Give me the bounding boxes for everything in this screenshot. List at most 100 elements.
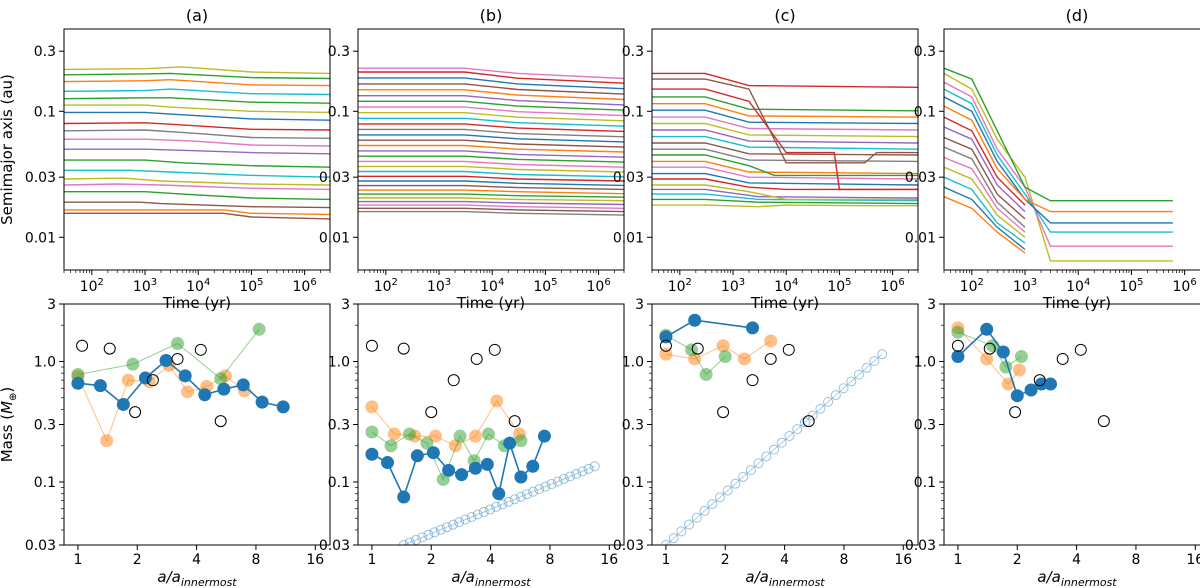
series-line xyxy=(64,129,330,139)
x-tick-label: 105 xyxy=(239,277,263,295)
series-point xyxy=(170,337,184,351)
series-point xyxy=(737,352,751,366)
series-line xyxy=(652,188,918,199)
series-line xyxy=(665,334,726,376)
reference-point xyxy=(691,512,702,523)
axes-frame xyxy=(651,303,919,546)
reference-point xyxy=(861,362,872,373)
series-line xyxy=(64,201,330,209)
series-line xyxy=(358,139,624,148)
series-point xyxy=(365,425,379,439)
y-tick-label: 0.03 xyxy=(25,170,56,186)
y-tick-label: 3 xyxy=(635,297,644,313)
reference-line xyxy=(665,353,883,545)
series-line xyxy=(358,189,624,195)
y-axis-label: Mass (M⊕) xyxy=(0,387,19,463)
reference-point xyxy=(745,465,756,476)
panel-title: (d) xyxy=(1066,6,1089,25)
series-line xyxy=(652,102,918,118)
series-line xyxy=(358,94,624,106)
series-line xyxy=(64,138,330,147)
series-line xyxy=(358,67,624,80)
series-line xyxy=(652,96,918,112)
x-tick-label: 103 xyxy=(133,277,157,295)
series-point xyxy=(468,461,482,475)
series-line xyxy=(652,78,918,164)
reference-point xyxy=(540,481,551,492)
reference-planet-marker xyxy=(508,415,521,428)
series-point xyxy=(255,395,269,409)
series-point xyxy=(276,400,290,414)
y-tick-label: 0.01 xyxy=(25,230,56,246)
reference-planet-marker xyxy=(76,339,89,352)
series-line xyxy=(944,176,1026,244)
reference-point xyxy=(515,491,526,502)
y-tick-label: 0.3 xyxy=(622,44,644,60)
series-line xyxy=(652,160,918,175)
reference-planet-marker xyxy=(1074,343,1087,356)
series-line xyxy=(64,183,330,191)
reference-point xyxy=(823,396,834,407)
series-point xyxy=(716,339,730,353)
reference-planet-marker xyxy=(129,406,142,419)
series-line xyxy=(652,129,918,144)
x-tick-label: 105 xyxy=(1119,277,1143,295)
x-tick-label: 8 xyxy=(839,552,848,568)
axes-frame xyxy=(63,303,331,546)
y-tick-label: 0.1 xyxy=(34,104,56,120)
series-point xyxy=(537,429,551,443)
y-tick-label: 0.01 xyxy=(613,230,644,246)
series-line xyxy=(652,142,918,156)
reference-point xyxy=(411,534,422,545)
series-point xyxy=(116,397,130,411)
x-tick-label: 106 xyxy=(881,277,905,295)
series-line xyxy=(77,359,284,408)
panel-title: (a) xyxy=(186,6,208,25)
reference-point xyxy=(769,444,780,455)
series-point xyxy=(951,350,965,364)
reference-point xyxy=(722,485,733,496)
plot-area xyxy=(71,322,290,448)
x-tick-label: 8 xyxy=(1131,552,1140,568)
reference-line xyxy=(403,465,595,545)
x-tick-label: 1 xyxy=(73,552,82,568)
x-tick-label: 106 xyxy=(293,277,317,295)
x-axis-label: Time (yr) xyxy=(162,294,231,312)
series-point xyxy=(1010,389,1024,403)
series-group xyxy=(944,67,1173,262)
reference-point xyxy=(730,478,741,489)
y-tick-label: 1.0 xyxy=(34,354,56,370)
x-tick-label: 106 xyxy=(1173,277,1197,295)
x-axis-label: a/ainnermost xyxy=(451,568,531,588)
reference-point xyxy=(417,532,428,543)
series-line xyxy=(64,66,330,75)
reference-point xyxy=(577,466,588,477)
series-point xyxy=(252,322,266,336)
series-point xyxy=(71,376,85,390)
reference-point xyxy=(398,540,409,545)
y-tick-label: 3 xyxy=(927,297,936,313)
reference-point xyxy=(699,505,710,516)
x-axis-label: Time (yr) xyxy=(1042,294,1111,312)
series-point xyxy=(492,487,506,501)
series-point xyxy=(699,367,713,381)
y-tick-label: 0.1 xyxy=(622,104,644,120)
series-line xyxy=(652,122,918,138)
x-tick-label: 4 xyxy=(780,552,789,568)
series-line xyxy=(371,431,522,481)
series-point xyxy=(996,345,1010,359)
reference-planet-marker xyxy=(1056,352,1069,365)
series-point xyxy=(764,334,778,348)
y-tick-label: 0.1 xyxy=(328,104,350,120)
reference-planet-marker xyxy=(425,406,438,419)
y-tick-label: 1.0 xyxy=(914,354,936,370)
y-tick-label: 0.3 xyxy=(914,418,936,434)
x-axis-label: a/ainnermost xyxy=(1037,568,1117,588)
series-point xyxy=(659,347,673,361)
series-point xyxy=(126,357,140,371)
reference-point xyxy=(454,517,465,528)
reference-point xyxy=(776,437,787,448)
reference-planet-marker xyxy=(764,352,777,365)
series-line xyxy=(358,180,624,187)
series-point xyxy=(138,371,152,385)
